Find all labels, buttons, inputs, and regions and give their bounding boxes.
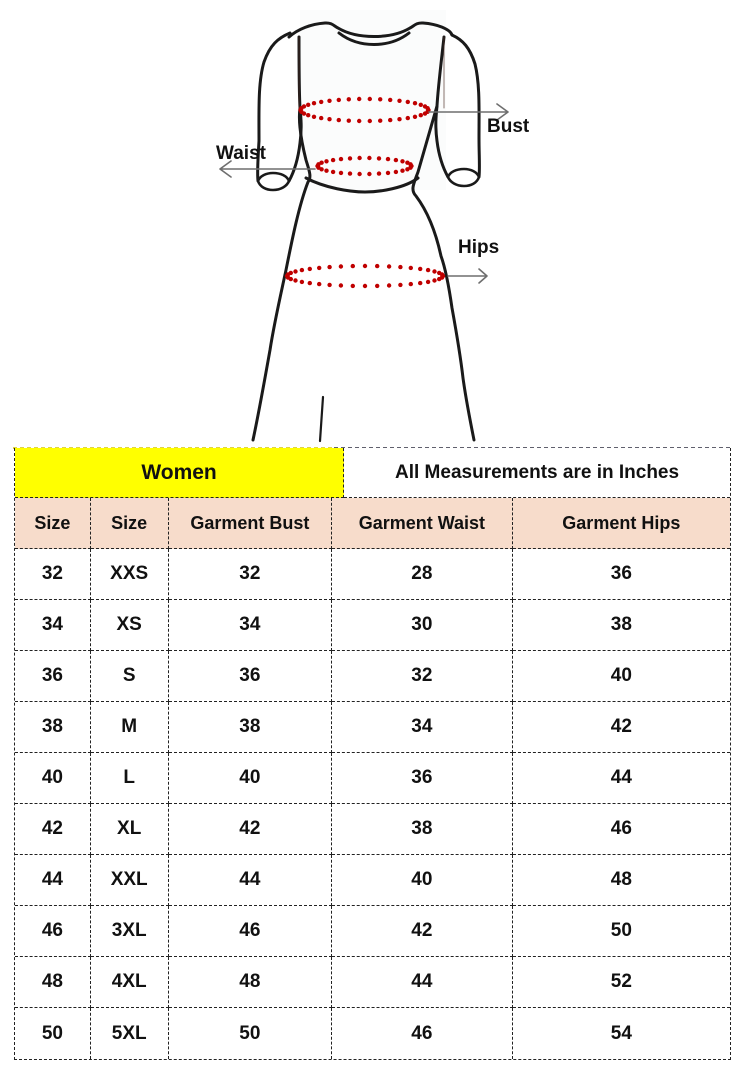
svg-text:Hips: Hips [458,237,499,258]
svg-text:Bust: Bust [487,116,530,137]
svg-text:Waist: Waist [216,143,267,164]
